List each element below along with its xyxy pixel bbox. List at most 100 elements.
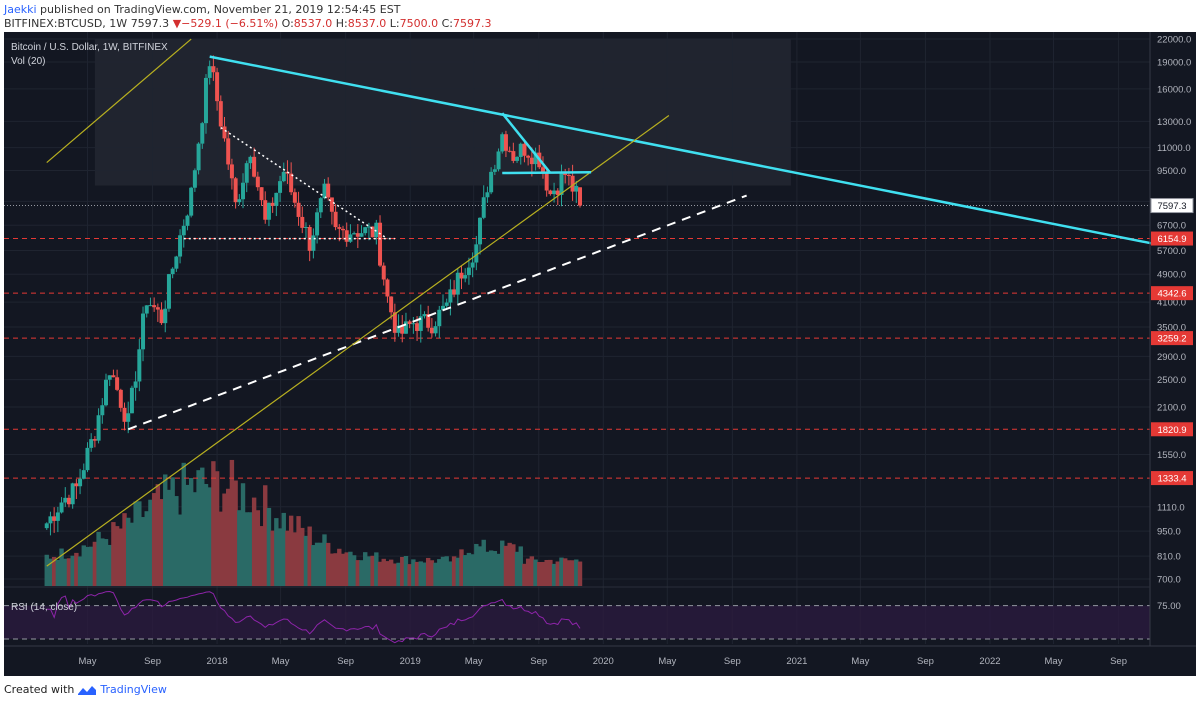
volume-bar xyxy=(318,542,323,586)
price-tick-label: 6700.0 xyxy=(1157,221,1186,232)
time-tick-label: 2018 xyxy=(207,656,228,667)
volume-bar xyxy=(237,510,242,586)
candle-body xyxy=(411,323,416,325)
high-value: 8537.0 xyxy=(347,17,387,30)
volume-bar xyxy=(418,561,423,586)
volume-bar xyxy=(337,548,342,586)
candle-body xyxy=(300,216,305,228)
volume-bar xyxy=(333,553,338,586)
candle-body xyxy=(444,302,449,306)
candle-body xyxy=(466,267,471,276)
volume-bar xyxy=(218,511,223,586)
candle-body xyxy=(463,275,468,279)
trendline-rising-channel-lower xyxy=(46,115,670,567)
candle-body xyxy=(389,296,394,313)
candle-body xyxy=(137,349,142,382)
candle-body xyxy=(422,314,427,317)
candle-body xyxy=(96,415,101,441)
trendline-2019-triangle-upper xyxy=(501,112,552,174)
volume-bar xyxy=(444,556,449,586)
candle-body xyxy=(278,181,283,193)
volume-bar xyxy=(562,558,568,586)
candle-body xyxy=(166,274,171,309)
candle-body xyxy=(255,176,260,188)
volume-bar xyxy=(288,515,294,586)
rsi-indicator-label: RSI (14, close) xyxy=(11,602,77,613)
candle-body xyxy=(78,478,83,487)
price-tick-label: 1110.0 xyxy=(1157,502,1185,513)
candle-body xyxy=(81,470,86,479)
candle-body xyxy=(133,381,138,388)
candle-body xyxy=(337,227,342,229)
volume-bar xyxy=(544,559,549,586)
volume-bar xyxy=(525,558,531,586)
price-label-box xyxy=(1151,286,1193,301)
candle-body xyxy=(474,244,479,263)
candle-body xyxy=(315,212,320,236)
time-tick-label: May xyxy=(851,656,869,667)
trendline-rising-channel-upper xyxy=(46,38,192,163)
volume-bar xyxy=(392,563,398,586)
candle-body xyxy=(481,197,486,218)
volume-bar xyxy=(296,516,301,586)
time-tick-label: May xyxy=(465,656,483,667)
volume-bar xyxy=(248,512,253,586)
volume-bar xyxy=(55,559,61,586)
candle-body xyxy=(385,279,390,297)
volume-bar xyxy=(111,522,116,586)
candle-body xyxy=(70,483,75,505)
volume-bar xyxy=(555,561,560,586)
volume-bar xyxy=(59,548,64,586)
price-tick-label: 810.0 xyxy=(1157,552,1181,563)
created-with-text: Created with xyxy=(4,683,75,696)
candle-body xyxy=(144,305,149,314)
candle-body xyxy=(515,156,520,161)
candle-body xyxy=(359,233,364,237)
volume-bar xyxy=(196,470,201,586)
price-tick-label: 13000.0 xyxy=(1157,117,1191,128)
candle-body xyxy=(433,326,438,334)
candle-body xyxy=(578,187,583,206)
price-label-text: 1820.9 xyxy=(1157,425,1186,436)
volume-bar xyxy=(348,551,353,586)
candle-body xyxy=(418,316,423,331)
volume-bar xyxy=(70,555,75,586)
volume-bar xyxy=(222,493,227,586)
candle-body xyxy=(148,305,153,307)
candle-body xyxy=(500,134,505,152)
volume-bar xyxy=(107,544,112,586)
candle-body xyxy=(115,377,120,390)
candle-body xyxy=(370,226,375,238)
time-tick-label: May xyxy=(1045,656,1063,667)
tradingview-brand-link[interactable]: TradingView xyxy=(100,683,167,696)
author-link[interactable]: Jaekki xyxy=(4,3,37,16)
volume-bar xyxy=(429,560,435,586)
volume-bar xyxy=(244,512,249,586)
volume-bar xyxy=(144,511,149,586)
candle-body xyxy=(185,215,190,226)
volume-bar xyxy=(174,496,179,586)
candle-body xyxy=(152,305,157,308)
time-tick-label: May xyxy=(272,656,290,667)
candle-body xyxy=(555,190,560,195)
candle-body xyxy=(355,233,360,237)
volume-bar xyxy=(351,555,357,586)
volume-bar xyxy=(211,461,216,586)
candle-body xyxy=(333,211,338,228)
candle-body xyxy=(233,178,238,203)
price-tick-label: 16000.0 xyxy=(1157,84,1191,95)
open-value: 8537.0 xyxy=(293,17,333,30)
volume-bar xyxy=(385,561,390,586)
volume-bar xyxy=(377,561,383,586)
volume-bar xyxy=(303,535,309,586)
volume-bar xyxy=(407,564,412,586)
price-tick-label: 5700.0 xyxy=(1157,246,1186,257)
price-tick-label: 3500.0 xyxy=(1157,322,1186,333)
price-tick-label: 11000.0 xyxy=(1157,143,1191,154)
candle-body xyxy=(207,66,212,78)
btc-chart[interactable]: 22000.0 19000.0 16000.0 13000.0 11000.0 9500.… xyxy=(0,32,1200,676)
volume-bar xyxy=(329,553,335,586)
volume-bar xyxy=(314,542,320,586)
candle-body xyxy=(448,289,453,303)
candle-body xyxy=(196,143,201,171)
